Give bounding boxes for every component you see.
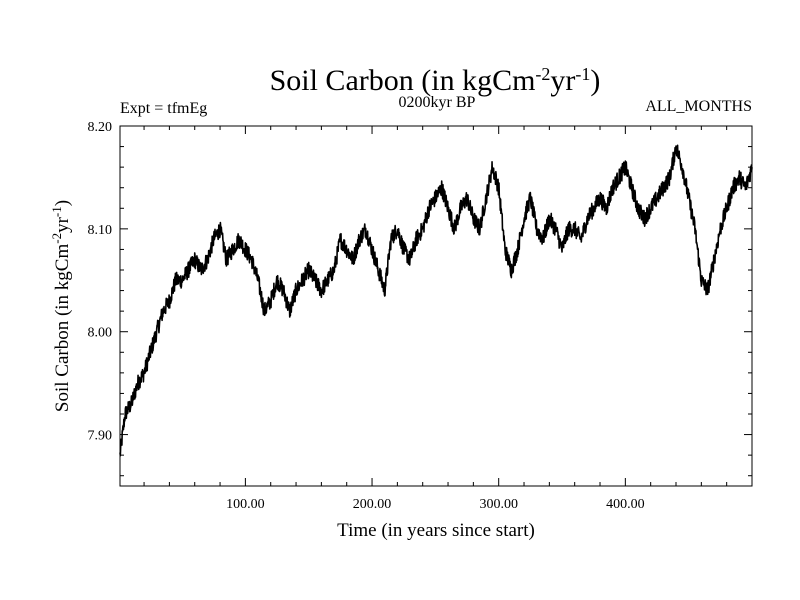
x-tick-label: 400.00 bbox=[606, 497, 645, 512]
months-label: ALL_MONTHS bbox=[645, 98, 752, 115]
data-series bbox=[119, 144, 753, 457]
period-label: 0200kyr BP bbox=[399, 94, 476, 111]
soil-carbon-series-line bbox=[119, 144, 753, 457]
chart-title: Soil Carbon (in kgCm-2yr-1) bbox=[270, 64, 601, 97]
y-tick-label: 8.10 bbox=[88, 223, 113, 238]
x-axis-label: Time (in years since start) bbox=[337, 520, 535, 541]
y-axis-label: Soil Carbon (in kgCm-2yr-1) bbox=[49, 200, 73, 412]
experiment-label: Expt = tfmEg bbox=[120, 100, 207, 117]
plot-frame bbox=[119, 125, 753, 487]
x-tick-label: 200.00 bbox=[353, 497, 392, 512]
y-tick-label: 7.90 bbox=[88, 429, 113, 444]
x-tick-label: 100.00 bbox=[226, 497, 265, 512]
axis-ticks: 100.00 200.00 300.00 400.00 7.90 8.00 8.10 8.20 bbox=[88, 120, 752, 512]
y-tick-label: 8.20 bbox=[88, 120, 113, 135]
x-tick-label: 300.00 bbox=[479, 497, 518, 512]
y-tick-label: 8.00 bbox=[88, 326, 113, 341]
